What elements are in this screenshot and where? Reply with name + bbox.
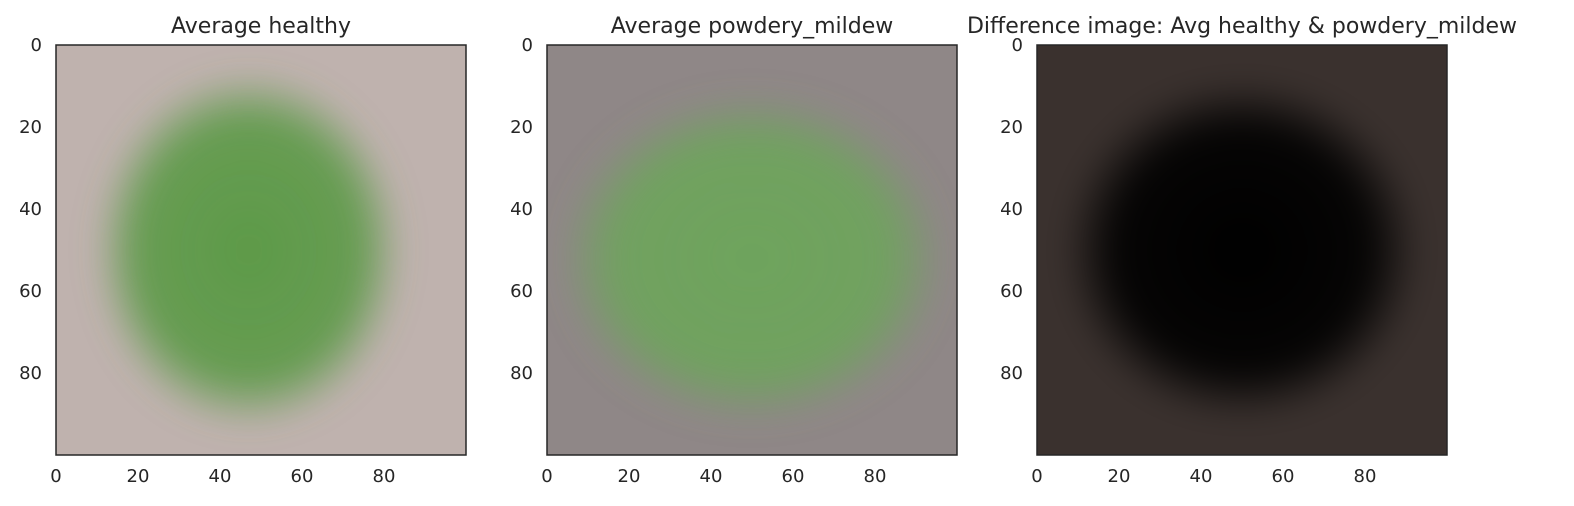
x-tick-label: 40: [1190, 466, 1213, 487]
y-tick-label: 60: [19, 281, 42, 302]
x-tick-label: 20: [618, 466, 641, 487]
x-tick-label: 20: [1108, 466, 1131, 487]
x-tick-label: 0: [541, 466, 552, 487]
leaf-blob: [558, 93, 946, 424]
y-tick-label: 0: [1012, 35, 1023, 56]
x-tick-label: 80: [373, 466, 396, 487]
image-area: [1037, 45, 1447, 455]
y-tick-label: 20: [510, 117, 533, 138]
y-tick-label: 40: [510, 199, 533, 220]
panel-3: Difference image: Avg healthy & powdery_…: [967, 14, 1517, 487]
panel-2: Average powdery_mildew 0 20 40 60 80 0 20 40 60 80: [510, 14, 958, 487]
y-tick-label: 40: [19, 199, 42, 220]
x-tick-label: 60: [1272, 466, 1295, 487]
axes-frame: [55, 44, 467, 456]
x-tick-label: 40: [209, 466, 232, 487]
y-tick-label: 80: [1000, 363, 1023, 384]
image-area: [56, 45, 466, 455]
y-tick-label: 20: [19, 117, 42, 138]
y-tick-label: 40: [1000, 199, 1023, 220]
x-tick-label: 60: [291, 466, 314, 487]
y-tick-label: 60: [510, 281, 533, 302]
x-tick-label: 60: [782, 466, 805, 487]
x-tick-label: 0: [50, 466, 61, 487]
panel-title: Difference image: Avg healthy & powdery_…: [967, 14, 1517, 39]
leaf-blob: [1062, 80, 1422, 420]
x-tick-label: 40: [700, 466, 723, 487]
axes-frame: [1036, 44, 1448, 456]
y-tick-label: 0: [522, 35, 533, 56]
panel-title: Average healthy: [171, 14, 351, 39]
x-tick-label: 0: [1031, 466, 1042, 487]
leaf-blob: [93, 70, 405, 430]
y-tick-label: 80: [19, 363, 42, 384]
y-tick-label: 80: [510, 363, 533, 384]
image-area: [547, 45, 957, 455]
x-tick-label: 80: [864, 466, 887, 487]
axes-frame: [546, 44, 958, 456]
panel-title: Average powdery_mildew: [611, 14, 893, 39]
y-tick-label: 60: [1000, 281, 1023, 302]
y-tick-label: 0: [31, 35, 42, 56]
panel-1: Average healthy 0 20 40 60 80 0 20 40 60 80: [19, 14, 467, 487]
x-tick-label: 20: [127, 466, 150, 487]
y-tick-label: 20: [1000, 117, 1023, 138]
x-tick-label: 80: [1354, 466, 1377, 487]
